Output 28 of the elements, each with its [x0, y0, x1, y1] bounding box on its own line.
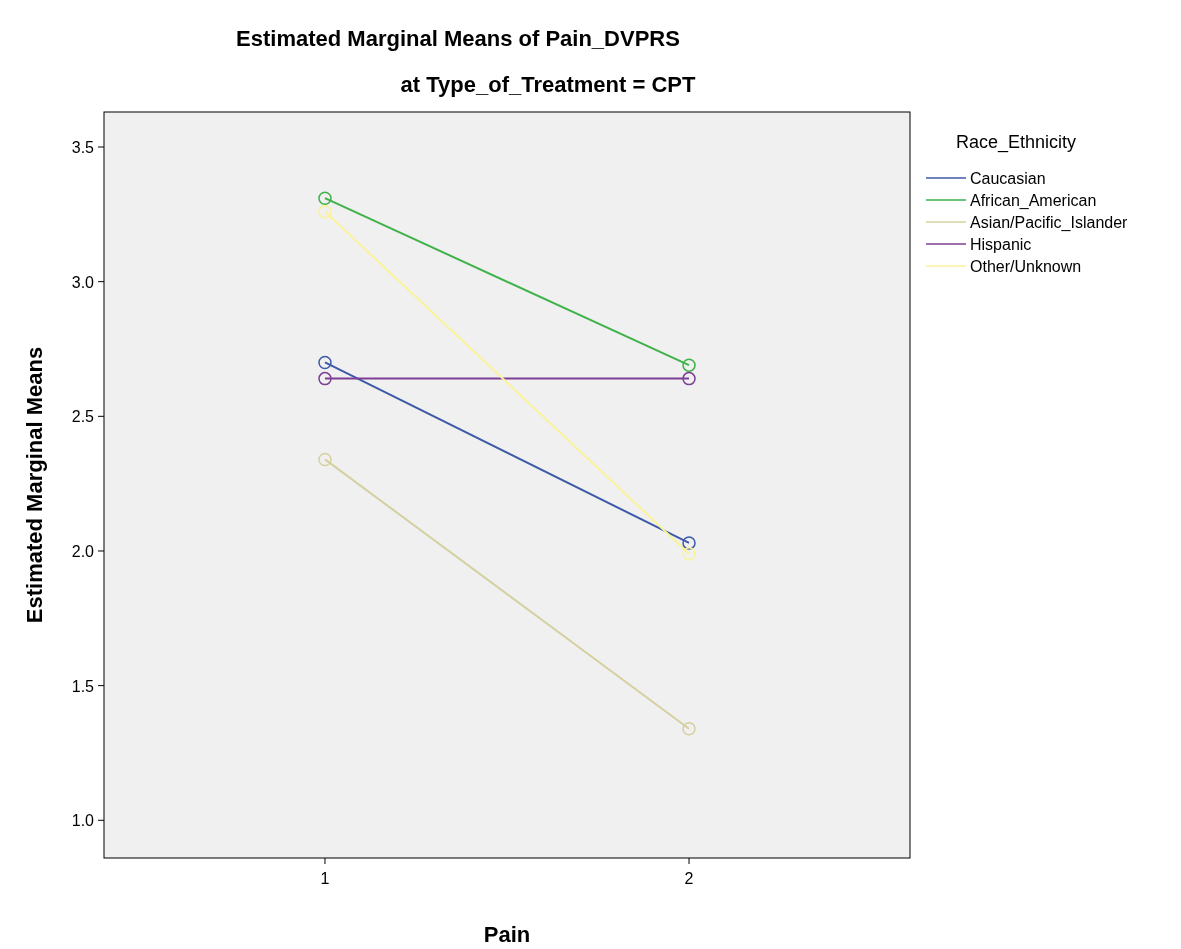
- point: [318, 191, 332, 205]
- point: [682, 546, 696, 561]
- chart-title: Estimated Marginal Means of Pain_DVPRS: [236, 26, 680, 51]
- legend-label: Hispanic: [970, 236, 1032, 253]
- y-axis-title: Estimated Marginal Means: [22, 346, 47, 624]
- y-tick-label: 2.5: [71, 408, 95, 426]
- legend-label: Asian/Pacific_Islander: [970, 214, 1129, 232]
- legend-label: Other/Unknown: [970, 258, 1082, 275]
- point: [682, 371, 696, 386]
- y-tick-label: 1.0: [71, 812, 95, 830]
- y-tick-label: 3.0: [71, 273, 95, 291]
- point: [682, 721, 696, 736]
- y-tick-label: 1.5: [71, 677, 95, 695]
- point: [682, 358, 696, 372]
- point: [318, 452, 332, 467]
- y-tick-label: 2.0: [71, 542, 95, 560]
- point: [318, 371, 332, 386]
- point: [318, 204, 332, 219]
- y-tick-label: 3.5: [71, 139, 95, 157]
- point: [318, 355, 332, 370]
- x-tick-label: 2: [684, 870, 694, 887]
- legend-label: African_American: [970, 192, 1097, 210]
- point: [682, 536, 696, 550]
- x-tick-label: 1: [320, 870, 330, 887]
- legend-title: Race_Ethnicity: [956, 132, 1077, 153]
- legend-label: Caucasian: [970, 170, 1046, 187]
- chart-subtitle: at Type_of_Treatment = CPT: [400, 72, 696, 97]
- x-axis-title: Pain: [483, 922, 531, 947]
